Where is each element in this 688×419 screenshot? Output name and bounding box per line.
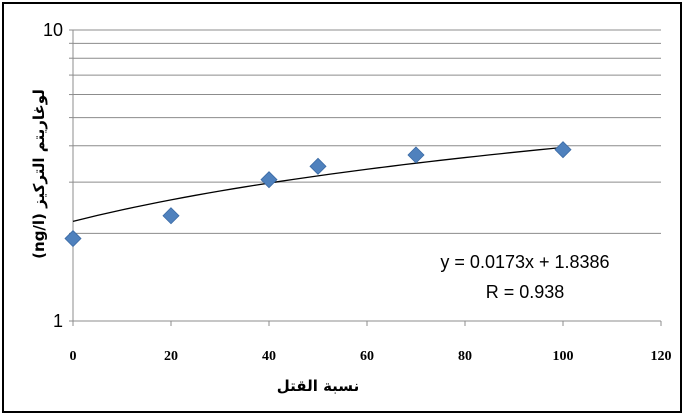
- axes: [69, 29, 662, 326]
- chart-frame: [2, 2, 682, 413]
- data-point: [554, 141, 572, 159]
- r-value-label: R = 0.938: [486, 282, 565, 302]
- x-tick-label: 80: [458, 349, 472, 364]
- x-axis-label: نسبة القتل: [277, 377, 359, 395]
- x-tick-label: 60: [360, 349, 374, 364]
- data-point: [162, 207, 180, 225]
- trendline: [72, 146, 564, 222]
- x-tick-label: 0: [70, 349, 77, 364]
- data-point: [407, 146, 425, 164]
- y-tick-label: 1: [53, 311, 63, 331]
- data-point: [260, 171, 278, 189]
- data-point: [64, 229, 82, 248]
- x-tick-label: 40: [262, 349, 276, 364]
- y-tick-label: 10: [43, 20, 63, 40]
- equation-label: y = 0.0173x + 1.8386: [440, 252, 609, 272]
- data-point: [309, 157, 327, 175]
- grid-lines: [73, 29, 661, 234]
- tick-labels: 0 20 40 60 80 100 120 1 10: [43, 20, 672, 364]
- data-points: [64, 141, 572, 248]
- y-axis-label: لوغاريتم التركيز (ng/l): [30, 89, 48, 259]
- x-tick-label: 120: [651, 349, 672, 364]
- x-tick-label: 20: [164, 349, 178, 364]
- x-tick-label: 100: [553, 349, 574, 364]
